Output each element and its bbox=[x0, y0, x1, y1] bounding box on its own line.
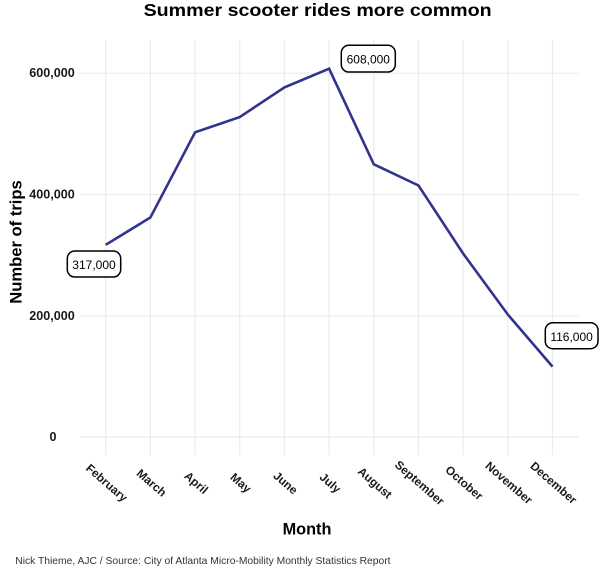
svg-text:400,000: 400,000 bbox=[29, 188, 75, 202]
svg-text:600,000: 600,000 bbox=[29, 66, 75, 80]
svg-text:608,000: 608,000 bbox=[347, 53, 391, 67]
svg-text:0: 0 bbox=[49, 430, 56, 444]
svg-text:Nick Thieme, AJC / Source: Cit: Nick Thieme, AJC / Source: City of Atlan… bbox=[15, 556, 390, 567]
svg-text:Month: Month bbox=[283, 520, 332, 538]
svg-text:317,000: 317,000 bbox=[72, 258, 116, 272]
svg-text:116,000: 116,000 bbox=[550, 330, 593, 344]
svg-text:200,000: 200,000 bbox=[29, 309, 75, 323]
svg-text:Summer scooter rides more comm: Summer scooter rides more common bbox=[144, 0, 492, 20]
svg-text:Number of trips: Number of trips bbox=[7, 180, 26, 304]
